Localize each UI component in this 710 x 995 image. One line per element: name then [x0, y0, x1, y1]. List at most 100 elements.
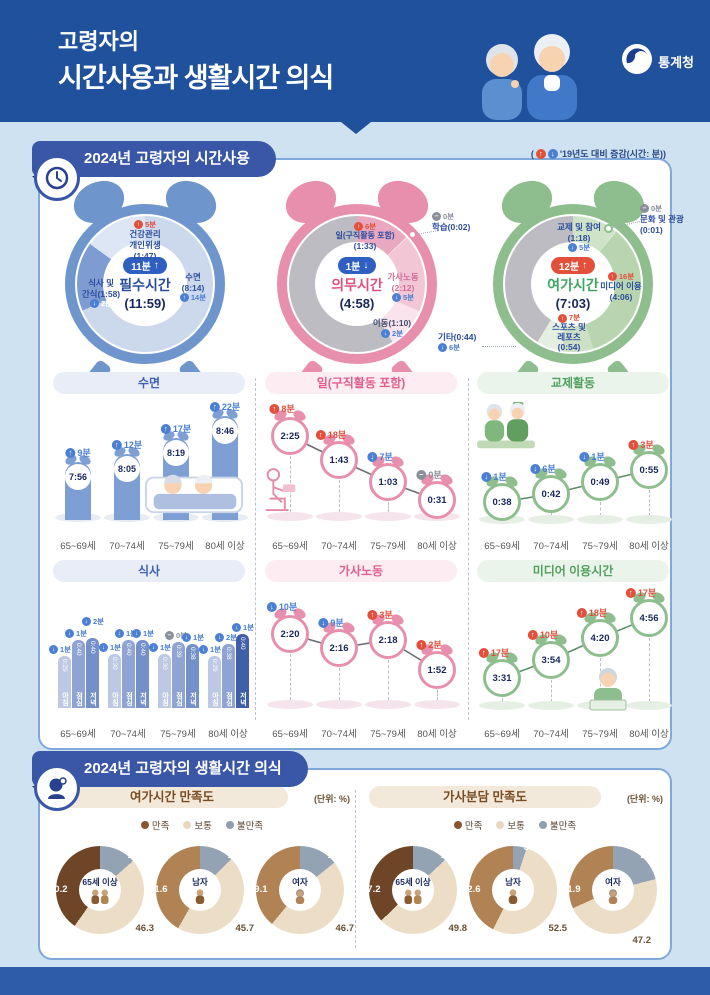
chart-housework: 가사노동 ↓ 10분 ↓ 9분 ↑ 3분 ↑ 2분 2:20 2:16 2:18 [260, 560, 462, 746]
clock-face: 교제 및 참여 (1:18) ↓ 5분 ↑ 16분 미디어 이용 (4:06) ↑ 7… [493, 204, 653, 364]
change-badge: ↓1분 [231, 622, 254, 633]
change-badge: ↓1분 [181, 632, 204, 643]
no-change-icon: − [164, 631, 174, 640]
segment-label-sports: ↑ 7분 스포츠 및 레포츠 (0:54) [552, 313, 586, 352]
clock-marker: 1:03 [369, 463, 407, 501]
decrease-icon: ↓ [198, 645, 208, 654]
dissatisfied-value: 14.3 [327, 850, 347, 861]
point-base [528, 515, 574, 524]
neutral-value: 49.8 [448, 923, 468, 934]
time-use-section: 2024년 고령자의 시간사용 ( ↑ ↓ '19년도 대비 증감(시간: 분)… [32, 141, 684, 750]
neutral-value: 47.2 [632, 935, 652, 946]
segment-label-social: 교제 및 참여 (1:18) ↓ 5분 [557, 222, 601, 253]
elderly-couple-illustration [470, 32, 585, 125]
change-badge: ↑ 10분 [527, 628, 558, 641]
no-change-icon: − [416, 469, 427, 480]
change-badge: ↓1분 [64, 628, 87, 639]
change-badge: ↑ 8분 [269, 402, 295, 415]
decrease-icon: ↓ [89, 299, 99, 309]
trend-line [289, 633, 438, 671]
callout-dot [408, 230, 417, 239]
increase-icon: ↑ [160, 423, 171, 434]
chart-meals: 식사 ↓ 1분 ↓ 1분 ↓ 2분 0:29 아침 0:40 점심 0:40 저녁 ↓ 1분 … [48, 560, 254, 746]
donut-total: 65세 이상 40.2 13.5 46.3 [49, 840, 154, 944]
change-badge: ↑ 22분 [209, 400, 240, 413]
meal-bar-dinner: 0:40 저녁 [86, 638, 99, 708]
segment-label-work: ↑ 6분 일(구직활동 포함) (1:33) [335, 222, 395, 252]
legend-dissatisfied: 불만족 [225, 818, 263, 832]
female-icon [295, 888, 305, 904]
working-person-illustration [260, 466, 302, 521]
change-badge: ↑ 9분 [65, 446, 91, 459]
satisfied-value: 37.2 [362, 884, 381, 895]
age-axis: 65~69세 70~74세 75~79세 80세 이상 [60, 541, 245, 552]
increase-icon: ↑ [576, 607, 587, 618]
segment-label-meals: 식사 및 간식(1:58) ↓ 2분 [81, 278, 121, 309]
clock-marker: 0:49 [581, 463, 619, 501]
trend-line [289, 435, 438, 501]
sleep-bar: 8:05 [114, 454, 140, 520]
male-icon [508, 888, 518, 904]
drop-line [502, 698, 503, 702]
panel-title: 가사분담 만족도 [369, 786, 601, 808]
increase-icon: ↑ [535, 148, 546, 159]
legend-dissatisfied: 불만족 [538, 818, 576, 832]
meal-bar-dinner: 0:38 저녁 [186, 644, 199, 708]
point-base [365, 512, 411, 521]
no-change-badge: −0분 [640, 204, 662, 214]
meal-bar-lunch: 0:38 점심 [222, 644, 235, 708]
clock-marker: 2:16 [320, 629, 358, 667]
drop-line [339, 668, 340, 700]
clock-total: (7:03) [555, 296, 591, 311]
clock-marker: 1:43 [320, 441, 358, 479]
meal-bar-breakfast: 0:30 아침 [108, 654, 121, 708]
section1-title: 2024년 고령자의 시간사용 [84, 150, 250, 167]
no-change-badge: −0분 [432, 212, 454, 222]
legend: 만족 보통 불만족 [52, 818, 352, 832]
satisfied-value: 39.1 [249, 884, 268, 895]
change-badge: ↓ 9분 [318, 616, 344, 629]
change-badge: ↓1분 [98, 642, 121, 653]
page-title-line1: 고령자의 [58, 29, 139, 54]
change-badge: ↑ 18분 [576, 606, 607, 619]
up-arrow-icon: ↑ [582, 260, 588, 271]
meal-bar-lunch: 0:40 점심 [72, 640, 85, 708]
footer-bar [0, 967, 710, 995]
decrease-icon: ↓ [266, 601, 277, 612]
panel-divider [355, 790, 356, 948]
increase-icon: ↑ [315, 429, 326, 440]
agency-name: 통계청 [658, 55, 694, 70]
legend-neutral: 보통 [496, 818, 525, 832]
donut-female: 여자 39.1 14.3 46.7 [249, 840, 354, 944]
legend-neutral: 보통 [183, 818, 212, 832]
chart-sleep: 수면 ↑ 9분 ↑ 12분 ↑ 17분 ↑ 22분 7:56 8:05 8:19 8:4… [48, 372, 250, 558]
clock-marker: 0:42 [532, 475, 570, 513]
drop-line [388, 660, 389, 700]
total-change-badge: 1분 ↓ [337, 257, 377, 274]
chart-work: 일(구직활동 포함) ↑ 8분 ↑ 18분 ↓ 7분 −0분 2:25 1:43 1:… [260, 372, 462, 558]
decrease-icon: ↓ [64, 629, 74, 638]
decrease-badge: ↓ 5분 [391, 293, 414, 303]
satisfied-dot-icon [140, 821, 149, 829]
drop-line [649, 490, 650, 516]
legend-note: ( ↑ ↓ '19년도 대비 증감(시간: 분)) [531, 147, 666, 160]
clock-marker: 4:56 [630, 599, 668, 637]
no-change-icon: − [432, 212, 441, 222]
segment-label-hygiene: ↑ 5분 건강관리 개인위생 (1:47) [129, 220, 161, 261]
clock-name: 의무시간 [331, 277, 383, 293]
clock-marker: 0:38 [483, 483, 521, 521]
sleeping-couple-illustration [144, 464, 244, 525]
donut-center: 여자 [592, 869, 634, 911]
change-badge: −0분 [416, 468, 442, 481]
increase-icon: ↑ [478, 647, 489, 658]
increase-icon: ↑ [65, 447, 76, 458]
change-badge: ↓1분 [579, 450, 605, 463]
increase-icon: ↑ [367, 609, 378, 620]
clock-total: (11:59) [124, 296, 166, 311]
donut-center: 남자 [492, 869, 534, 911]
drop-line [388, 502, 389, 512]
meal-bar-dinner: 0:40 저녁 [236, 634, 249, 708]
decrease-badge: ↓ 2분 [89, 299, 112, 309]
clock-leisure-time: 교제 및 참여 (1:18) ↓ 5분 ↑ 16분 미디어 이용 (4:06) ↑ 7… [438, 173, 684, 390]
point-base [316, 700, 362, 709]
